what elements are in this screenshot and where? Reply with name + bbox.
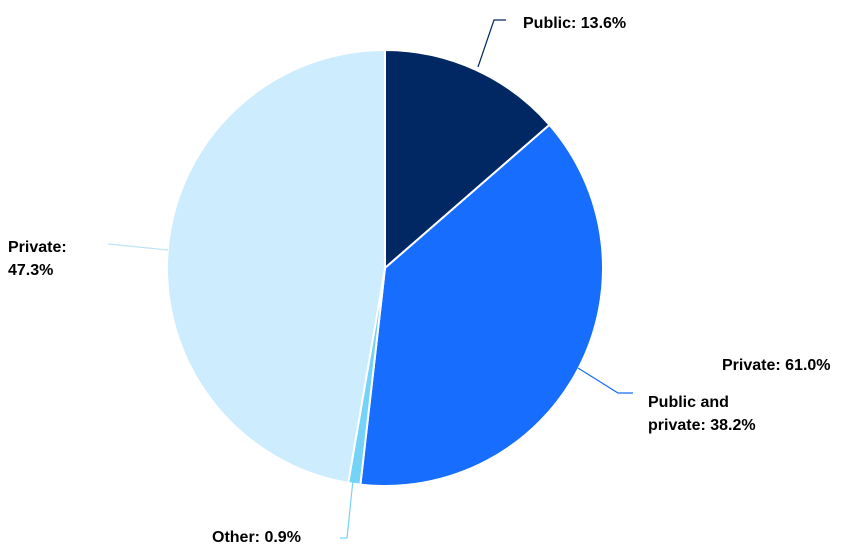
slice-public	[384, 48, 551, 271]
slice-label-private-line1: Private:	[8, 239, 67, 256]
slice-label-public-and-private-line2: private: 38.2%	[648, 417, 756, 434]
leader-line-other	[340, 479, 354, 539]
slice-label-public: Public: 13.6%	[523, 15, 626, 32]
annotation-private-total: Private: 61.0%	[722, 357, 831, 374]
leader-line-public	[477, 19, 506, 68]
slice-label-private-line2: 47.3%	[8, 262, 53, 279]
leader-line-private	[107, 243, 169, 251]
pie-slices	[165, 48, 605, 488]
slice-label-other: Other: 0.9%	[212, 529, 301, 545]
slice-public-and-private	[359, 123, 605, 488]
slice-label-public-and-private-line1: Public and	[648, 394, 729, 411]
leader-lines	[107, 19, 633, 539]
slice-private	[165, 48, 386, 485]
leader-line-public-and-private	[577, 367, 633, 394]
slice-labels: Public: 13.6% Public and private: 38.2% …	[8, 15, 831, 545]
